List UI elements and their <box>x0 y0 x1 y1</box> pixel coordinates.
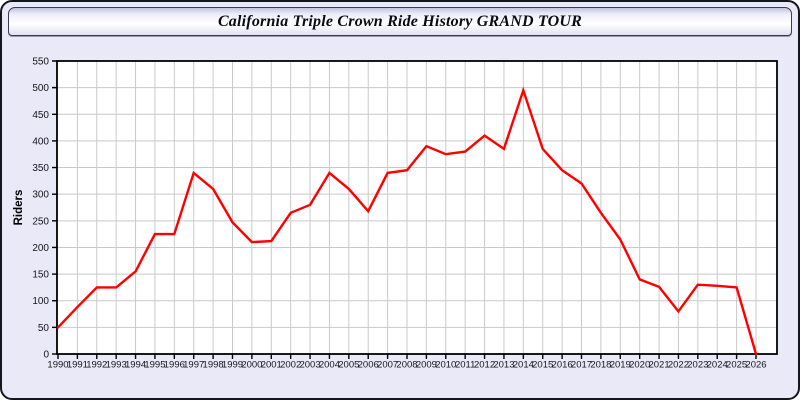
svg-text:2020: 2020 <box>629 360 650 371</box>
svg-text:2019: 2019 <box>610 360 631 371</box>
plot-area <box>57 61 777 354</box>
svg-text:400: 400 <box>32 136 49 147</box>
svg-text:550: 550 <box>32 57 49 68</box>
svg-text:0: 0 <box>43 350 49 361</box>
svg-text:2022: 2022 <box>668 360 689 371</box>
svg-text:2007: 2007 <box>377 360 398 371</box>
svg-text:2006: 2006 <box>358 360 379 371</box>
svg-text:2003: 2003 <box>299 360 320 371</box>
plot-border <box>56 60 778 355</box>
svg-text:2001: 2001 <box>261 360 282 371</box>
x-tick-labels: 1990199119921993199419951996199719981999… <box>47 360 766 371</box>
svg-text:1994: 1994 <box>125 360 146 371</box>
svg-text:500: 500 <box>32 83 49 94</box>
svg-text:2004: 2004 <box>319 360 340 371</box>
svg-text:1991: 1991 <box>67 360 88 371</box>
svg-text:300: 300 <box>32 190 49 201</box>
svg-text:2017: 2017 <box>571 360 592 371</box>
svg-text:450: 450 <box>32 110 49 121</box>
svg-text:2026: 2026 <box>745 360 766 371</box>
riders-series-line <box>56 86 758 356</box>
svg-text:2010: 2010 <box>435 360 456 371</box>
svg-text:1990: 1990 <box>47 360 68 371</box>
svg-text:1998: 1998 <box>203 360 224 371</box>
svg-text:100: 100 <box>32 296 49 307</box>
svg-text:2025: 2025 <box>726 360 747 371</box>
svg-text:2005: 2005 <box>338 360 359 371</box>
svg-text:2015: 2015 <box>532 360 553 371</box>
svg-text:2012: 2012 <box>474 360 495 371</box>
svg-text:2021: 2021 <box>648 360 669 371</box>
svg-text:2000: 2000 <box>241 360 262 371</box>
svg-text:2008: 2008 <box>396 360 417 371</box>
svg-text:50: 50 <box>38 323 50 334</box>
y-tick-labels: 0 50 100 150 200 250 300 350 400 450 500 550 <box>32 57 49 361</box>
svg-text:2009: 2009 <box>416 360 437 371</box>
y-axis-title-label: Riders <box>13 190 25 226</box>
svg-text:2011: 2011 <box>455 360 475 371</box>
title-bar: California Triple Crown Ride History GRA… <box>8 7 792 36</box>
axis-ticks <box>52 60 757 359</box>
svg-text:2024: 2024 <box>707 360 728 371</box>
gridlines <box>57 61 777 354</box>
svg-text:1999: 1999 <box>222 360 243 371</box>
svg-text:2016: 2016 <box>552 360 573 371</box>
svg-text:350: 350 <box>32 163 49 174</box>
svg-text:2013: 2013 <box>493 360 514 371</box>
svg-text:150: 150 <box>32 270 49 281</box>
svg-text:2002: 2002 <box>280 360 301 371</box>
svg-text:2023: 2023 <box>687 360 708 371</box>
svg-text:200: 200 <box>32 243 49 254</box>
svg-text:1997: 1997 <box>183 360 204 371</box>
svg-text:1996: 1996 <box>164 360 185 371</box>
svg-text:250: 250 <box>32 216 49 227</box>
svg-text:1992: 1992 <box>86 360 107 371</box>
svg-text:2018: 2018 <box>590 360 611 371</box>
svg-text:1993: 1993 <box>106 360 127 371</box>
svg-text:2014: 2014 <box>513 360 534 371</box>
page-title: California Triple Crown Ride History GRA… <box>217 12 583 30</box>
svg-text:1995: 1995 <box>144 360 165 371</box>
